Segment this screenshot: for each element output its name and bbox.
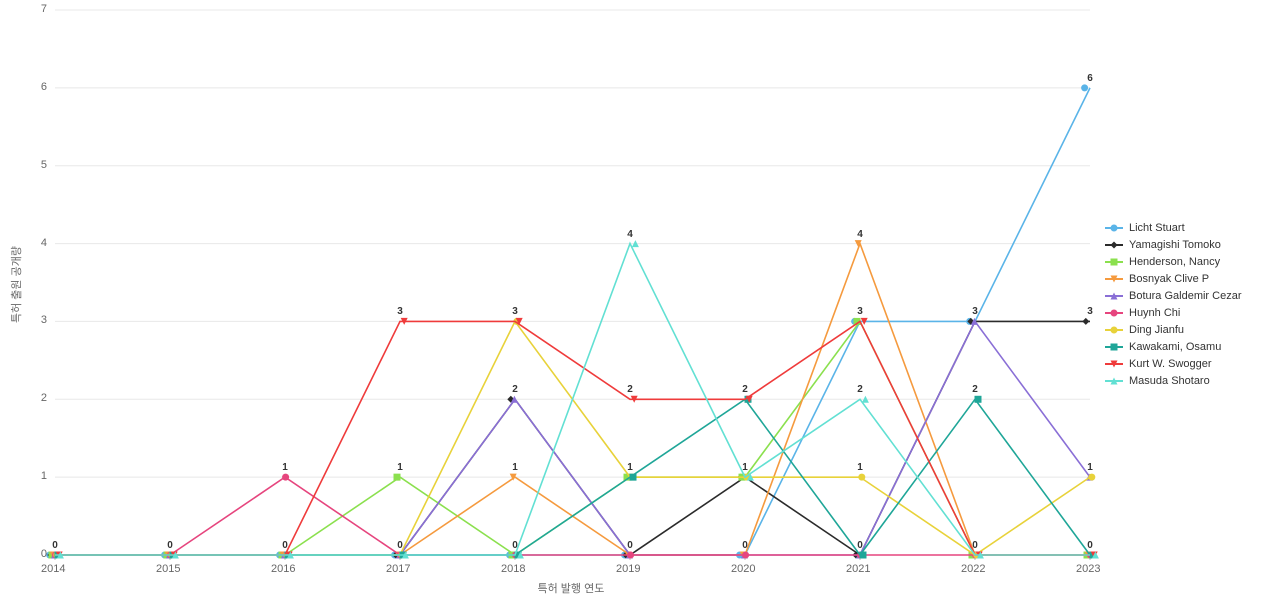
y-tick-label: 6 [41, 81, 47, 93]
legend-item[interactable]: Ding Jianfu [1105, 322, 1242, 337]
data-label: 3 [857, 306, 863, 317]
legend-swatch [1105, 312, 1123, 314]
legend-swatch [1105, 363, 1123, 365]
legend-label: Licht Stuart [1129, 222, 1185, 234]
x-tick-label: 2021 [846, 563, 870, 575]
data-label: 1 [282, 462, 288, 473]
data-label: 6 [1087, 73, 1093, 84]
legend-swatch [1105, 261, 1123, 263]
data-label: 4 [857, 229, 863, 240]
data-label: 1 [627, 462, 633, 473]
data-label: 0 [857, 540, 863, 551]
y-tick-label: 1 [41, 470, 47, 482]
y-tick-label: 4 [41, 237, 47, 249]
legend-swatch [1105, 380, 1123, 382]
data-label: 1 [512, 462, 518, 473]
x-tick-label: 2023 [1076, 563, 1100, 575]
data-label: 0 [742, 540, 748, 551]
y-axis-title: 특허 출원 공개량 [8, 246, 24, 323]
legend-label: Huynh Chi [1129, 307, 1180, 319]
y-tick-label: 7 [41, 3, 47, 15]
legend-label: Yamagishi Tomoko [1129, 239, 1221, 251]
data-label: 2 [627, 384, 633, 395]
legend-swatch [1105, 227, 1123, 229]
data-label: 0 [512, 540, 518, 551]
data-label: 1 [857, 462, 863, 473]
legend-item[interactable]: Huynh Chi [1105, 305, 1242, 320]
y-tick-label: 0 [41, 548, 47, 560]
legend-label: Kawakami, Osamu [1129, 341, 1221, 353]
x-tick-label: 2022 [961, 563, 985, 575]
legend-item[interactable]: Yamagishi Tomoko [1105, 237, 1242, 252]
legend-swatch [1105, 329, 1123, 331]
data-label: 1 [397, 462, 403, 473]
data-label: 0 [1087, 540, 1093, 551]
x-tick-label: 2017 [386, 563, 410, 575]
legend: Licht Stuart Yamagishi Tomoko Henderson, N… [1105, 220, 1242, 390]
legend-item[interactable]: Bosnyak Clive P [1105, 271, 1242, 286]
data-label: 2 [857, 384, 863, 395]
x-tick-label: 2015 [156, 563, 180, 575]
x-tick-label: 2014 [41, 563, 65, 575]
y-tick-label: 5 [41, 159, 47, 171]
legend-item[interactable]: Henderson, Nancy [1105, 254, 1242, 269]
x-axis-title: 특허 발행 연도 [538, 580, 605, 596]
data-label: 0 [282, 540, 288, 551]
legend-swatch [1105, 278, 1123, 280]
legend-swatch [1105, 295, 1123, 297]
legend-item[interactable]: Kawakami, Osamu [1105, 339, 1242, 354]
legend-label: Ding Jianfu [1129, 324, 1184, 336]
x-tick-label: 2019 [616, 563, 640, 575]
legend-swatch [1105, 346, 1123, 348]
legend-label: Henderson, Nancy [1129, 256, 1220, 268]
line-chart: 0123456720142015201620172018201920202021… [0, 0, 1280, 600]
data-label: 3 [397, 306, 403, 317]
data-label: 2 [972, 384, 978, 395]
x-tick-label: 2020 [731, 563, 755, 575]
legend-item[interactable]: Licht Stuart [1105, 220, 1242, 235]
legend-label: Botura Galdemir Cezar [1129, 290, 1242, 302]
data-label: 3 [512, 306, 518, 317]
data-label: 1 [1087, 462, 1093, 473]
data-label: 2 [742, 384, 748, 395]
x-tick-label: 2016 [271, 563, 295, 575]
chart-overlay: 0123456720142015201620172018201920202021… [0, 0, 1280, 600]
data-label: 1 [742, 462, 748, 473]
data-label: 0 [397, 540, 403, 551]
data-label: 4 [627, 229, 633, 240]
legend-label: Kurt W. Swogger [1129, 358, 1212, 370]
x-tick-label: 2018 [501, 563, 525, 575]
y-tick-label: 3 [41, 314, 47, 326]
legend-item[interactable]: Kurt W. Swogger [1105, 356, 1242, 371]
data-label: 0 [972, 540, 978, 551]
legend-label: Masuda Shotaro [1129, 375, 1210, 387]
legend-item[interactable]: Botura Galdemir Cezar [1105, 288, 1242, 303]
data-label: 3 [1087, 306, 1093, 317]
data-label: 0 [52, 540, 58, 551]
legend-swatch [1105, 244, 1123, 246]
data-label: 0 [627, 540, 633, 551]
data-label: 2 [512, 384, 518, 395]
legend-label: Bosnyak Clive P [1129, 273, 1209, 285]
y-tick-label: 2 [41, 392, 47, 404]
legend-item[interactable]: Masuda Shotaro [1105, 373, 1242, 388]
data-label: 3 [972, 306, 978, 317]
data-label: 0 [167, 540, 173, 551]
